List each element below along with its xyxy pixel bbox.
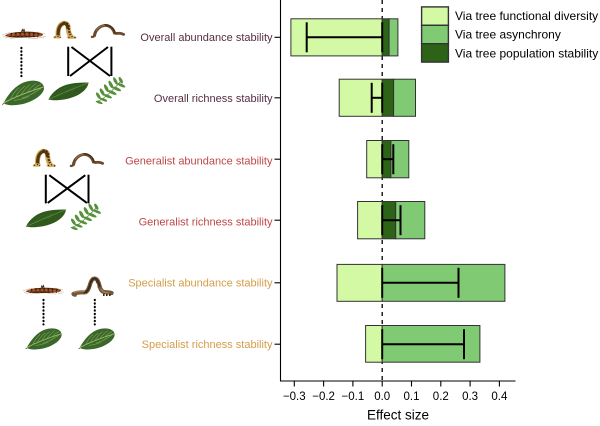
svg-text:Effect size: Effect size xyxy=(367,408,429,423)
svg-text:0.2: 0.2 xyxy=(433,391,449,403)
svg-text:Specialist abundance stability: Specialist abundance stability xyxy=(128,278,273,290)
svg-text:Via tree population stability: Via tree population stability xyxy=(455,46,598,60)
svg-text:Specialist richness stability: Specialist richness stability xyxy=(142,339,273,351)
svg-text:Generalist abundance stability: Generalist abundance stability xyxy=(125,156,273,168)
svg-text:Via tree asynchrony: Via tree asynchrony xyxy=(455,28,561,42)
svg-text:−0.1: −0.1 xyxy=(342,391,365,403)
svg-text:0.1: 0.1 xyxy=(404,391,420,403)
svg-text:Via tree functional diversity: Via tree functional diversity xyxy=(455,9,598,23)
svg-text:Overall richness stability: Overall richness stability xyxy=(154,93,273,105)
svg-text:Generalist richness stability: Generalist richness stability xyxy=(139,217,273,229)
svg-text:Overall abundance stability: Overall abundance stability xyxy=(140,32,273,44)
svg-text:0.3: 0.3 xyxy=(462,391,478,403)
svg-text:0.4: 0.4 xyxy=(491,391,508,403)
svg-text:−0.2: −0.2 xyxy=(312,391,335,403)
svg-text:−0.3: −0.3 xyxy=(283,391,306,403)
svg-text:0.0: 0.0 xyxy=(374,391,390,403)
